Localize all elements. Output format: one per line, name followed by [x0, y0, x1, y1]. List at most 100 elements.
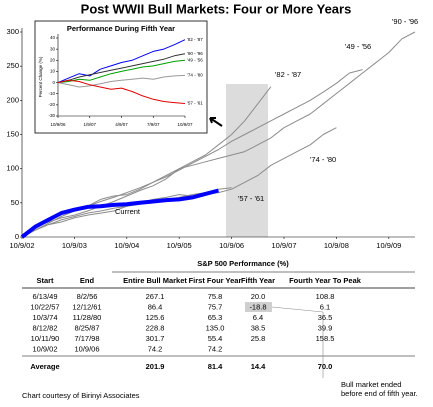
- average-cell: 81.4: [208, 362, 223, 371]
- x-tick-label: 10/9/09: [376, 241, 401, 250]
- y-tick-label: 30: [50, 46, 56, 51]
- series-line: [57, 59, 186, 84]
- cell: 74.2: [148, 344, 163, 353]
- x-tick-label: 10/9/07: [177, 122, 193, 127]
- y-tick-label: 300: [6, 27, 19, 36]
- note: before end of fifth year.: [341, 389, 418, 398]
- series-label: '90 - '96: [392, 17, 418, 26]
- inset-frame: [34, 20, 208, 134]
- chart-title: Performance During Fifth Year: [67, 24, 175, 33]
- column-header: First Four Year: [189, 276, 242, 285]
- column-header: Start: [36, 276, 54, 285]
- cell: 6.4: [253, 313, 263, 322]
- x-tick-label: 10/9/04: [114, 241, 139, 250]
- cell: 10/22/57: [30, 302, 59, 311]
- y-tick-label: -10: [48, 91, 55, 96]
- average-cell: 201.9: [146, 362, 165, 371]
- x-tick-label: 10/9/07: [271, 241, 296, 250]
- fifth-year-band: [226, 84, 268, 237]
- series-label: '57 - '61: [187, 101, 203, 106]
- cell: 6.1: [320, 302, 330, 311]
- cell: 158.5: [316, 334, 335, 343]
- series-label: '82 - '87: [275, 70, 301, 79]
- series-label: Current: [115, 207, 141, 216]
- cell: 267.1: [146, 292, 165, 301]
- cell: 36.5: [318, 313, 333, 322]
- series-label: '74 - '80: [310, 155, 336, 164]
- cell: 20.0: [251, 292, 266, 301]
- x-tick-label: 1/9/07: [83, 122, 96, 127]
- cell: 108.8: [316, 292, 335, 301]
- series-label: '49 - '56: [345, 42, 371, 51]
- x-tick-label: 10/9/06: [50, 122, 66, 127]
- cell: 75.8: [208, 292, 223, 301]
- cell: 75.7: [208, 302, 223, 311]
- series-line: [20, 188, 220, 239]
- y-tick-label: -30: [48, 113, 55, 118]
- x-tick-label: 10/9/06: [219, 241, 244, 250]
- y-tick-label: 20: [50, 57, 56, 62]
- cell: 12/12/61: [72, 302, 101, 311]
- cell: 25.8: [251, 334, 266, 343]
- cell: 55.4: [208, 334, 223, 343]
- cell: 8/12/82: [32, 323, 57, 332]
- x-tick-label: 7/9/07: [147, 122, 160, 127]
- x-tick-label: 10/9/03: [62, 241, 87, 250]
- average-label: Average: [30, 362, 59, 371]
- arrow: [209, 117, 223, 127]
- cell: 39.9: [318, 323, 333, 332]
- y-tick-label: 40: [50, 35, 56, 40]
- cell: 228.8: [146, 323, 165, 332]
- cell: 65.3: [208, 313, 223, 322]
- series-label: '74 - '80: [187, 73, 203, 78]
- series-line: [57, 79, 186, 104]
- series-label: '90 - '96: [187, 51, 203, 56]
- y-tick-label: 200: [6, 95, 19, 104]
- series-line: [57, 74, 186, 88]
- y-tick-label: -20: [48, 102, 55, 107]
- cell: 10/9/02: [32, 344, 57, 353]
- series-line: [57, 39, 186, 84]
- leader-line: [271, 306, 324, 313]
- cell: 10/9/06: [74, 344, 99, 353]
- series-line: [57, 53, 186, 84]
- series-line: [21, 127, 337, 238]
- y-tick-label: 250: [6, 61, 19, 70]
- cell: 7/17/98: [74, 334, 99, 343]
- cell: 301.7: [146, 334, 165, 343]
- table-title: S&P 500 Performance (%): [197, 259, 289, 268]
- highlight: [245, 302, 272, 312]
- y-tick-label: 10: [50, 69, 56, 74]
- table: S&P 500 Performance (%) Start End Entire Bu…: [22, 259, 418, 400]
- cell: 11/28/80: [73, 313, 102, 322]
- cell: 10/11/90: [31, 334, 60, 343]
- cell: 125.6: [146, 313, 165, 322]
- cell: 135.0: [206, 323, 225, 332]
- credit: Chart courtesy of Birinyi Associates: [22, 391, 140, 400]
- series-label: '82 - '87: [187, 37, 203, 42]
- column-header: Fifth Year: [241, 276, 275, 285]
- y-tick-label: 100: [6, 164, 19, 173]
- y-tick-label: 0: [15, 232, 19, 241]
- inset-chart: Performance During Fifth Year Percent Cha…: [38, 24, 203, 127]
- cell: 6/13/49: [32, 292, 57, 301]
- x-tick-label: 10/9/02: [9, 241, 34, 250]
- series-line: [21, 187, 232, 238]
- y-tick-label: 0: [52, 80, 55, 85]
- y-tick-label: 150: [6, 129, 19, 138]
- cell: 10/3/74: [32, 313, 57, 322]
- y-axis-title: Percent Change (%): [38, 56, 43, 97]
- series-line: [21, 31, 416, 238]
- cell: 74.2: [208, 344, 223, 353]
- cell: 8/2/56: [77, 292, 98, 301]
- cell: 8/25/87: [74, 323, 99, 332]
- note: Bull market ended: [341, 380, 401, 389]
- cell: 86.4: [148, 302, 163, 311]
- chart-title: Post WWII Bull Markets: Four or More Yea…: [81, 1, 352, 16]
- series-label: '57 - '61: [238, 194, 264, 203]
- average-cell: 70.0: [318, 362, 333, 371]
- column-header: Entire Bull Market: [123, 276, 187, 285]
- x-tick-label: 4/9/07: [115, 122, 128, 127]
- x-tick-label: 10/9/05: [167, 241, 192, 250]
